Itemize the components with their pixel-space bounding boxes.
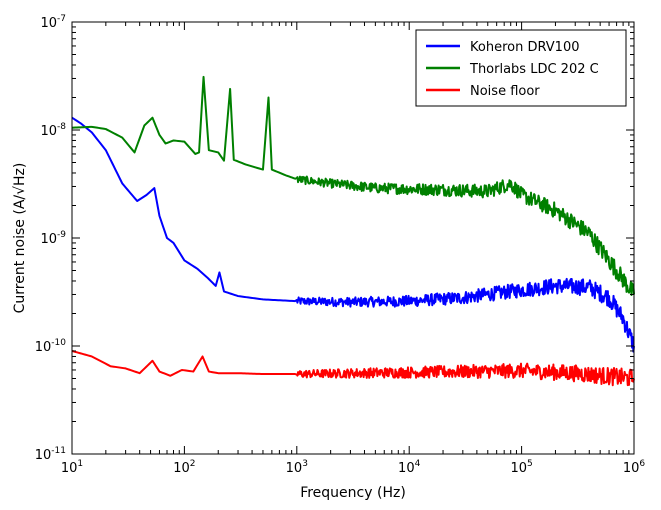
legend-label: Thorlabs LDC 202 C bbox=[469, 62, 599, 77]
series-line-2 bbox=[71, 75, 635, 296]
x-tick-label: 101 bbox=[61, 459, 83, 476]
y-tick-label: 10-8 bbox=[40, 122, 66, 139]
x-tick-label: 102 bbox=[173, 459, 195, 476]
x-axis-label: Frequency (Hz) bbox=[300, 485, 406, 501]
series-layer bbox=[71, 75, 635, 387]
legend-label: Koheron DRV100 bbox=[470, 40, 580, 55]
legend-label: Noise floor bbox=[470, 84, 540, 99]
series-line-1 bbox=[71, 116, 635, 353]
x-tick-label: 103 bbox=[286, 459, 308, 476]
legend: Koheron DRV100 Thorlabs LDC 202 C Noise fl… bbox=[415, 29, 627, 107]
y-tick-label: 10-9 bbox=[40, 230, 66, 247]
series-line-3 bbox=[71, 349, 635, 387]
x-tick-label: 106 bbox=[623, 459, 646, 476]
y-tick-label: 10-7 bbox=[40, 14, 66, 31]
x-tick-label: 104 bbox=[398, 459, 421, 476]
y-axis-label: Current noise (A/√Hz) bbox=[12, 163, 28, 314]
ticks-layer: 101 102 103 104 105 106 10-11 10-10 10-9 10-8 10-7 bbox=[35, 14, 646, 476]
y-tick-label: 10-11 bbox=[35, 446, 66, 463]
x-tick-label: 105 bbox=[510, 459, 532, 476]
y-tick-label: 10-10 bbox=[35, 338, 67, 355]
